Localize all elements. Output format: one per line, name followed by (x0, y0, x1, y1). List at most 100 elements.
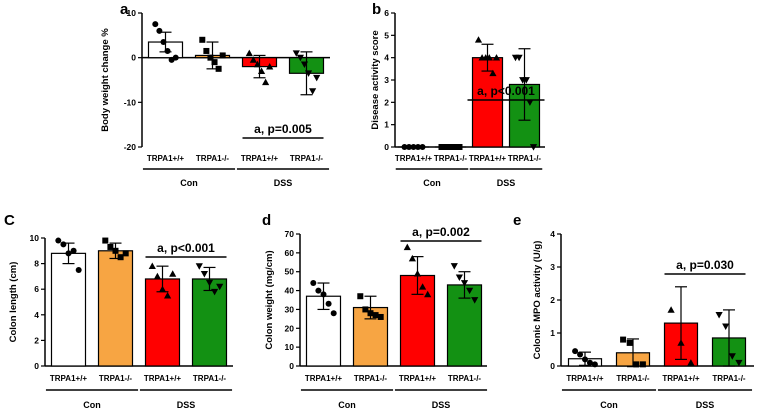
data-point (266, 63, 274, 70)
data-point (330, 310, 337, 317)
category-label: TRPA1-/- (448, 374, 482, 383)
y-tick-label: 0 (289, 361, 294, 371)
group-label: DSS (432, 400, 451, 410)
data-point (203, 47, 210, 54)
y-tick-label: 2 (34, 335, 39, 345)
panel-a: a Body weight change % -20 -10 0 10 TRPA1+/+ TR… (100, 1, 330, 188)
data-point (460, 280, 469, 287)
data-point (419, 144, 426, 150)
category-label: TRPA1+/+ (147, 154, 185, 163)
y-tick-label: 60 (285, 248, 295, 258)
data-point (450, 263, 458, 270)
data-point (515, 54, 523, 62)
annotation-text: a, p<0.001 (477, 84, 535, 98)
y-tick-label: 10 (285, 342, 295, 352)
group-label: DSS (274, 178, 293, 188)
y-axis-title: Colonic MPO activity (U/g) (532, 241, 543, 360)
y-tick-label: -20 (124, 142, 137, 152)
category-label: TRPA1-/- (616, 374, 650, 383)
y-tick-label: 1 (384, 120, 389, 130)
group-label: Con (180, 178, 198, 188)
y-tick-label: 6 (34, 284, 39, 294)
category-label: TRPA1-/- (712, 374, 746, 383)
category-label: TRPA1+/+ (399, 374, 437, 383)
data-point (485, 54, 493, 61)
data-point (75, 267, 82, 273)
y-tick-label: 2 (550, 295, 555, 305)
data-point (377, 313, 384, 320)
data-point (735, 359, 743, 367)
data-point (292, 50, 300, 57)
data-point (474, 36, 483, 43)
category-label: TRPA1-/- (196, 154, 230, 163)
data-point (158, 285, 167, 293)
data-point (325, 300, 332, 307)
data-point (529, 144, 538, 151)
data-point (367, 310, 374, 317)
category-label: TRPA1+/+ (305, 374, 343, 383)
data-point (591, 361, 598, 368)
data-point (262, 78, 270, 86)
bar (97, 250, 134, 367)
data-point (164, 47, 171, 54)
data-point (415, 144, 421, 150)
data-point (443, 144, 449, 150)
data-point (253, 60, 262, 68)
data-point (456, 144, 463, 150)
category-label: TRPA1-/- (99, 374, 133, 383)
y-tick-label: 50 (285, 267, 295, 277)
y-axis-title: Body weight change % (100, 28, 111, 132)
y-tick-label: 10 (30, 233, 40, 243)
data-point (102, 237, 109, 244)
annotation-text: a, p=0.005 (254, 122, 312, 136)
data-point (153, 272, 161, 280)
data-point (419, 283, 427, 290)
panel-letter: e (513, 212, 521, 229)
y-tick-label: 1 (550, 328, 555, 338)
y-tick-label: 40 (285, 286, 295, 296)
data-point (164, 292, 172, 299)
data-point (728, 353, 736, 360)
y-tick-label: 4 (550, 229, 555, 239)
bar (144, 278, 181, 367)
data-point (403, 243, 411, 251)
data-point (522, 77, 530, 84)
panel-c: C Colon length (cm) 0 2 4 6 8 10 TRPA1+/+ TRPA1-/… (4, 212, 233, 410)
data-point (205, 279, 214, 287)
data-point (313, 74, 321, 82)
data-point (424, 290, 432, 298)
data-point (667, 306, 675, 313)
annotation-text: a, p=0.002 (412, 225, 470, 239)
data-point (211, 59, 218, 66)
data-point (122, 250, 129, 257)
y-tick-label: 20 (285, 323, 295, 333)
y-tick-label: 0 (384, 142, 389, 152)
data-point (215, 65, 222, 72)
panel-letter: a (120, 1, 129, 18)
category-label: TRPA1+/+ (50, 374, 88, 383)
y-tick-label: 10 (127, 8, 137, 18)
data-point (152, 21, 159, 28)
category-label: TRPA1+/+ (566, 374, 604, 383)
category-label: TRPA1-/- (508, 154, 542, 163)
y-tick-label: 0 (34, 361, 39, 371)
data-point (586, 359, 593, 366)
data-point (489, 69, 497, 77)
y-tick-label: 4 (384, 53, 389, 63)
data-point (200, 270, 208, 278)
category-label: TRPA1+/+ (241, 154, 279, 163)
category-label: TRPA1-/- (434, 154, 468, 163)
data-point (722, 323, 730, 330)
data-point (413, 270, 422, 277)
data-point (257, 67, 266, 74)
y-tick-label: 8 (34, 259, 39, 269)
data-point (577, 351, 584, 358)
data-point (199, 36, 206, 43)
data-point (70, 247, 77, 254)
data-point (455, 274, 463, 281)
y-axis-title: Disease activity score (370, 30, 381, 129)
data-point (117, 254, 124, 261)
data-point (447, 144, 454, 150)
